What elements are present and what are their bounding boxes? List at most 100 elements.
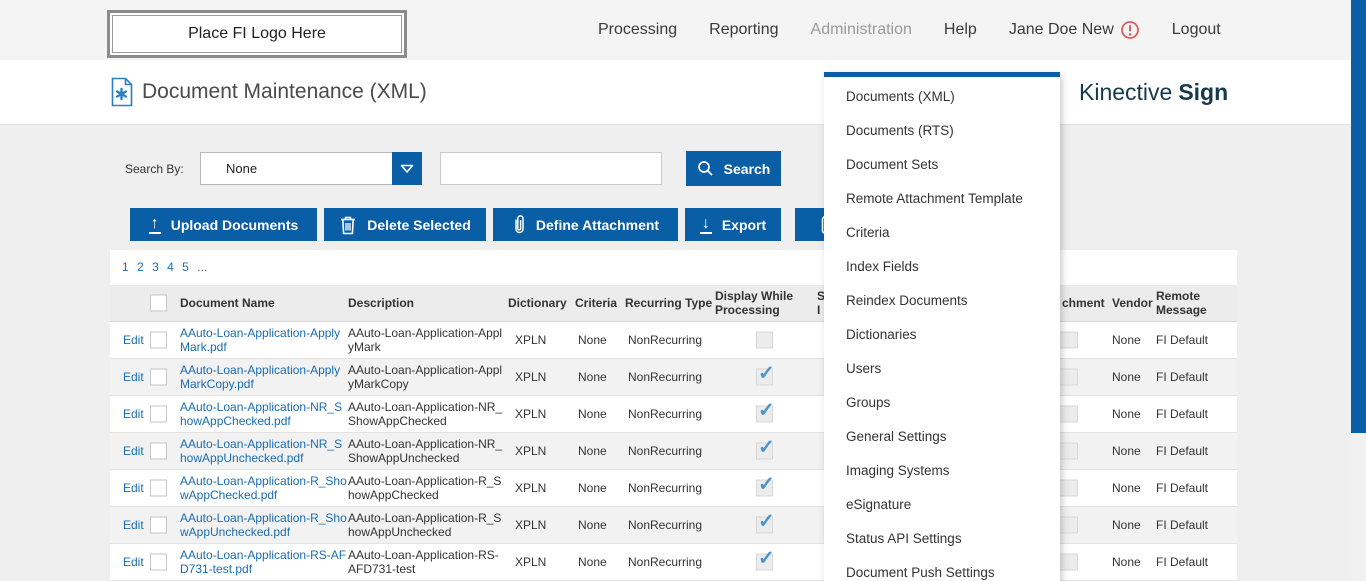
fi-logo-placeholder: Place FI Logo Here — [112, 15, 402, 53]
chevron-down-icon[interactable] — [392, 152, 422, 185]
menu-item-users[interactable]: Users — [846, 361, 882, 376]
row-checkbox[interactable] — [150, 442, 167, 460]
remote-message-cell: FI Default — [1156, 555, 1209, 569]
criteria-cell: None — [578, 481, 607, 495]
administration-dropdown-menu: Documents (XML) Documents (RTS) Document… — [824, 72, 1060, 581]
menu-item-document-sets[interactable]: Document Sets — [846, 157, 939, 172]
row-checkbox[interactable] — [150, 516, 167, 534]
edit-link[interactable]: Edit — [123, 333, 144, 347]
vertical-scrollbar[interactable] — [1351, 0, 1366, 581]
page-title: Document Maintenance (XML) — [142, 80, 427, 103]
menu-item-index-fields[interactable]: Index Fields — [846, 259, 919, 274]
menu-item-general-settings[interactable]: General Settings — [846, 429, 947, 444]
menu-item-document-push-settings[interactable]: Document Push Settings — [846, 565, 995, 580]
edit-link[interactable]: Edit — [123, 518, 144, 532]
page-link-1[interactable]: 1 — [122, 260, 129, 274]
define-attachment-button[interactable]: Define Attachment — [493, 208, 678, 241]
select-all-checkbox[interactable] — [150, 294, 167, 312]
edit-link[interactable]: Edit — [123, 481, 144, 495]
header-description: Description — [348, 296, 415, 310]
description-cell: AAuto-Loan-Application-NR_ShowAppChecked — [348, 400, 503, 428]
document-name-link[interactable]: AAuto-Loan-Application-ApplyMark.pdf — [180, 326, 341, 354]
documents-table: 1 2 3 4 5 ... Document Name Description … — [110, 250, 1237, 581]
row-checkbox[interactable] — [150, 331, 167, 349]
upload-documents-button[interactable]: ↑ Upload Documents — [130, 208, 317, 241]
top-header-bar: Place FI Logo Here Processing Reporting … — [0, 0, 1366, 61]
row-checkbox[interactable] — [150, 368, 167, 386]
menu-item-dictionaries[interactable]: Dictionaries — [846, 327, 917, 342]
nav-user-label: Jane Doe New — [1008, 21, 1114, 38]
page-link-5[interactable]: 5 — [182, 260, 189, 274]
menu-item-reindex-documents[interactable]: Reindex Documents — [846, 293, 968, 308]
table-row: Edit AAuto-Loan-Application-ApplyMark.pd… — [110, 322, 1237, 359]
document-name-link[interactable]: AAuto-Loan-Application-ApplyMarkCopy.pdf — [180, 363, 341, 391]
search-button-label: Search — [723, 160, 771, 177]
menu-item-criteria[interactable]: Criteria — [846, 225, 890, 240]
brand-kinective-sign: Kinective Sign — [1079, 60, 1228, 124]
row-checkbox[interactable] — [150, 405, 167, 423]
menu-item-status-api-settings[interactable]: Status API Settings — [846, 531, 962, 546]
nav-reporting[interactable]: Reporting — [709, 21, 779, 38]
search-by-select[interactable]: None — [200, 152, 422, 185]
dictionary-cell: XPLN — [515, 555, 547, 569]
edit-link[interactable]: Edit — [123, 555, 144, 569]
document-name-link[interactable]: AAuto-Loan-Application-NR_ShowAppChecked… — [180, 400, 343, 428]
table-row: Edit AAuto-Loan-Application-ApplyMarkCop… — [110, 359, 1237, 396]
attachment-checkbox-partial — [1059, 442, 1078, 460]
vendor-cell: None — [1112, 407, 1141, 421]
remote-message-cell: FI Default — [1156, 481, 1209, 495]
criteria-cell: None — [578, 370, 607, 384]
search-input[interactable] — [440, 152, 662, 185]
table-row: Edit AAuto-Loan-Application-NR_ShowAppUn… — [110, 433, 1237, 470]
row-checkbox[interactable] — [150, 553, 167, 571]
export-label: Export — [721, 216, 767, 233]
scrollbar-thumb[interactable] — [1351, 0, 1366, 433]
edit-link[interactable]: Edit — [123, 407, 144, 421]
upload-arrow-icon: ↑ — [148, 214, 161, 234]
warning-circle-icon — [1120, 20, 1140, 40]
attachment-checkbox-partial — [1059, 368, 1078, 386]
table-row: Edit AAuto-Loan-Application-R_ShowAppUnc… — [110, 507, 1237, 544]
page-link-4[interactable]: 4 — [167, 260, 174, 274]
main-nav: Processing Reporting Administration Help… — [598, 0, 1221, 60]
delete-selected-button[interactable]: Delete Selected — [324, 208, 486, 241]
nav-processing[interactable]: Processing — [598, 21, 678, 38]
page-link-2[interactable]: 2 — [137, 260, 144, 274]
brand-regular: Kinective — [1079, 78, 1173, 105]
edit-link[interactable]: Edit — [123, 444, 144, 458]
menu-item-remote-attachment-template[interactable]: Remote Attachment Template — [846, 191, 1023, 206]
edit-link[interactable]: Edit — [123, 370, 144, 384]
document-name-link[interactable]: AAuto-Loan-Application-RS-AFD731-test.pd… — [180, 548, 347, 576]
menu-item-groups[interactable]: Groups — [846, 395, 891, 410]
delete-selected-label: Delete Selected — [367, 216, 471, 233]
menu-item-imaging-systems[interactable]: Imaging Systems — [846, 463, 950, 478]
search-button[interactable]: Search — [686, 151, 781, 186]
export-arrow-icon: ↓ — [699, 214, 712, 234]
criteria-cell: None — [578, 407, 607, 421]
menu-item-documents-rts[interactable]: Documents (RTS) — [846, 123, 954, 138]
page-link-3[interactable]: 3 — [152, 260, 159, 274]
menu-item-documents-xml[interactable]: Documents (XML) — [846, 89, 955, 104]
logo-text: Place FI Logo Here — [188, 25, 326, 42]
description-cell: AAuto-Loan-Application-ApplyMarkCopy — [348, 363, 503, 391]
document-name-link[interactable]: AAuto-Loan-Application-R_ShowAppChecked.… — [180, 474, 347, 502]
trash-icon — [339, 215, 357, 235]
nav-administration[interactable]: Administration — [810, 21, 912, 38]
document-name-link[interactable]: AAuto-Loan-Application-R_ShowAppUnchecke… — [180, 511, 347, 539]
document-name-link[interactable]: AAuto-Loan-Application-NR_ShowAppUncheck… — [180, 437, 343, 465]
nav-help[interactable]: Help — [943, 21, 977, 38]
row-checkbox[interactable] — [150, 479, 167, 497]
define-attachment-label: Define Attachment — [535, 216, 660, 233]
nav-user[interactable]: Jane Doe New — [1009, 20, 1140, 40]
nav-logout[interactable]: Logout — [1171, 21, 1221, 38]
vendor-cell: None — [1112, 555, 1141, 569]
brand-bold: Sign — [1178, 78, 1229, 105]
description-cell: AAuto-Loan-Application-NR_ShowAppUncheck… — [348, 437, 503, 465]
export-button[interactable]: ↓ Export — [685, 208, 781, 241]
table-row: Edit AAuto-Loan-Application-R_ShowAppChe… — [110, 470, 1237, 507]
display-while-processing-checkbox — [756, 331, 778, 349]
page-link-more[interactable]: ... — [197, 260, 208, 274]
description-cell: AAuto-Loan-Application-ApplyMark — [348, 326, 503, 354]
menu-item-esignature[interactable]: eSignature — [846, 497, 912, 512]
